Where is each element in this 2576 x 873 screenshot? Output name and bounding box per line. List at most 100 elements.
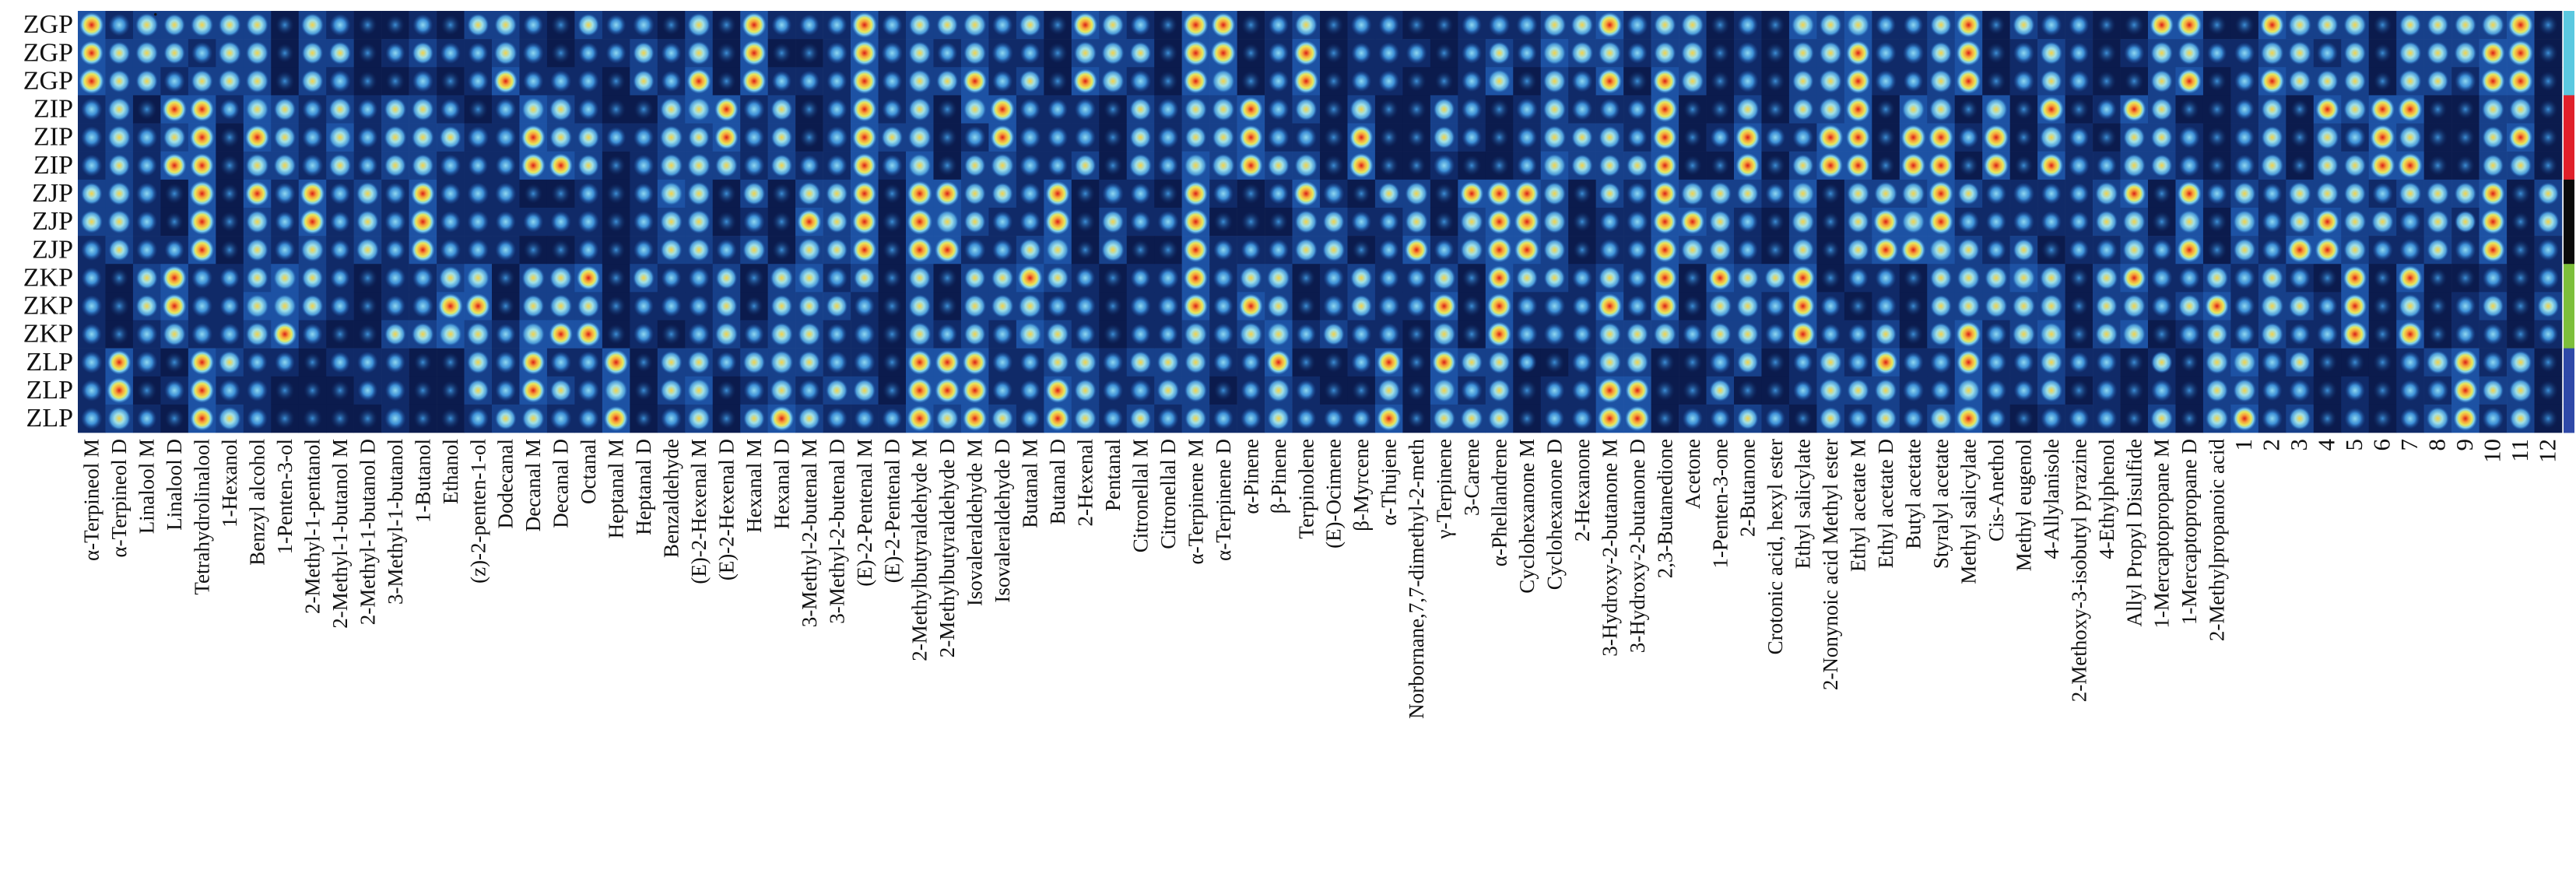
heatmap-spot [1047,126,1069,149]
heatmap-spot [2178,209,2202,234]
column-label: 1-Mercaptopropane M [2150,439,2174,629]
heatmap-spot [2151,239,2172,261]
heatmap-spot [1737,14,1759,37]
heatmap-spot [163,322,186,346]
heatmap-spot [1461,351,1483,374]
heatmap-spot [2122,321,2146,347]
heatmap-spot [606,183,626,204]
heatmap-spot [2069,127,2090,149]
heatmap-spot [1652,181,1677,206]
heatmap-spot [962,349,988,375]
heatmap-spot [1983,153,2009,179]
heatmap-spot [2539,43,2558,64]
heatmap-spot [963,126,986,149]
heatmap-spot [384,295,405,317]
heatmap-spot [1928,153,1953,178]
heatmap-spot [1296,380,1317,401]
heatmap-spot [300,12,325,37]
heatmap-spot [577,210,599,233]
heatmap-spot [2151,295,2172,317]
heatmap-spot [1573,240,1592,260]
group-color-swatch [2564,207,2574,237]
heatmap-spot [2318,380,2337,401]
heatmap-spot [2399,379,2421,401]
heatmap-spot [304,380,321,401]
heatmap-spot [2234,154,2255,177]
group-color-swatch [2564,95,2574,124]
heatmap-spot [2041,407,2062,430]
heatmap-spot [962,377,988,404]
note-mark: . [153,0,159,21]
heatmap-spot [937,324,957,345]
heatmap-spot [549,153,573,178]
column-label: 3-Methyl-2-butenal D [825,439,848,624]
heatmap-spot [1406,267,1427,289]
heatmap-spot [219,379,240,402]
heatmap-spot [2234,99,2255,120]
heatmap-spot [1652,293,1678,319]
heatmap-spot [743,379,765,401]
heatmap-spot [1681,237,1704,262]
heatmap-spot [1792,41,1815,65]
heatmap-spot [1407,380,1427,401]
heatmap-spot [1792,154,1814,177]
heatmap-spot [1543,323,1566,345]
heatmap-spot [1324,14,1344,36]
heatmap-spot [2261,351,2283,374]
heatmap-spot [1818,153,1843,178]
heatmap-spot [659,125,683,150]
heatmap-spot [2097,71,2116,92]
heatmap-spot [410,209,436,235]
heatmap-spot [882,296,902,317]
heatmap-spot [2232,406,2257,431]
heatmap-spot [2260,12,2284,37]
heatmap-spot [1486,237,1512,263]
heatmap-spot [1956,40,1981,66]
heatmap-spot [742,237,766,262]
heatmap-spot [1183,265,1208,291]
heatmap-spot [2095,266,2118,290]
heatmap-spot [2370,96,2395,122]
heatmap-spot [1956,68,1981,94]
heatmap-spot [357,408,377,429]
heatmap-spot [852,181,877,206]
heatmap-spot [357,155,378,177]
heatmap-spot [2012,294,2036,318]
heatmap-spot [661,295,682,317]
heatmap-spot [219,212,240,232]
heatmap-spot [633,154,655,177]
heatmap-spot [1599,238,1620,261]
heatmap-spot [798,294,821,318]
heatmap-spot [937,268,957,289]
numbered-column-label: 4 [2313,439,2340,451]
column-label: 2-Methyl-1-butanol D [356,439,379,625]
heatmap-spot [1213,211,1234,233]
heatmap-spot [2289,266,2311,289]
heatmap-spot [1683,380,1703,401]
heatmap-spot [2454,181,2477,205]
heatmap-spot [1130,183,1151,205]
heatmap-spot [798,322,821,346]
heatmap-spot [1821,240,1840,260]
heatmap-spot [659,181,683,206]
heatmap-spot [328,125,353,150]
heatmap-spot [1297,352,1315,373]
heatmap-spot [577,125,600,149]
heatmap-spot [2041,13,2062,37]
numbered-column-label: 2 [2258,439,2285,451]
heatmap-spot [137,99,157,120]
heatmap-spot [440,154,462,177]
heatmap-spot [908,266,932,290]
heatmap-spot [1904,296,1922,316]
heatmap-spot [164,183,184,205]
heatmap-spot [826,267,848,289]
heatmap-spot [1710,99,1730,120]
heatmap-spot [1791,265,1816,291]
heatmap-spot [493,40,518,65]
heatmap-spot [770,294,793,317]
heatmap-spot [772,240,791,260]
heatmap-spot [1792,126,1814,149]
heatmap-spot [606,211,626,233]
heatmap-spot [1735,97,1760,121]
heatmap-spot [2096,407,2118,430]
